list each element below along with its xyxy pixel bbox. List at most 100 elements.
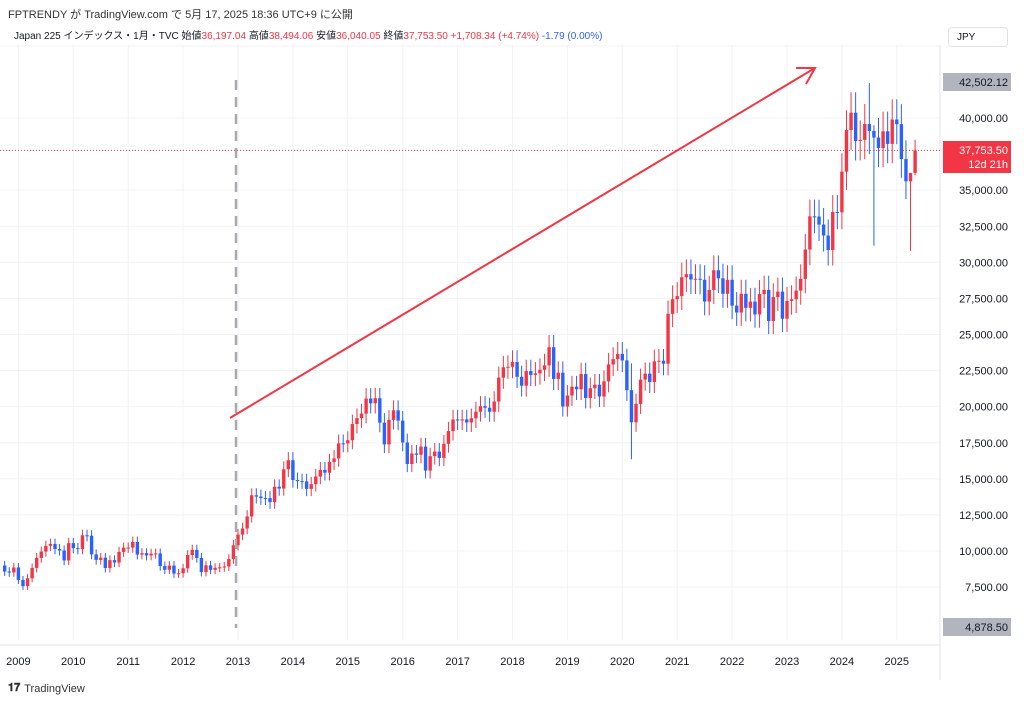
candle-body (89, 535, 94, 555)
candle-body (282, 469, 286, 489)
candle-body (53, 543, 57, 550)
candle-body (373, 398, 377, 404)
candle-body (314, 476, 318, 485)
candle-body (716, 270, 721, 279)
candle-body (638, 379, 643, 404)
candle-body (368, 398, 373, 404)
candle-body (634, 403, 638, 423)
x-tick-label: 2010 (61, 656, 85, 668)
candle-body (103, 557, 108, 568)
candle-body (121, 547, 126, 552)
candle-body (272, 486, 277, 503)
candle-body (707, 289, 711, 302)
y-tick-label: 25,000.00 (959, 330, 1008, 342)
y-tick-label: 22,500.00 (959, 366, 1008, 378)
candle-body (48, 543, 53, 546)
candle-body (240, 528, 245, 535)
candle-body (355, 418, 359, 425)
candle-body (606, 364, 611, 382)
candle-body (584, 374, 588, 398)
candle-body (478, 406, 483, 412)
x-tick-label: 2019 (555, 656, 579, 668)
candle-body (579, 374, 583, 390)
candle-body (199, 557, 204, 573)
candle-body (780, 291, 785, 319)
candle-body (771, 297, 775, 321)
candle-body (433, 451, 437, 457)
candle-body (204, 565, 208, 573)
candle-body (803, 249, 807, 279)
currency-button[interactable]: JPY (948, 27, 1008, 47)
candle-body (840, 171, 844, 213)
candle-body (725, 279, 730, 294)
footer: 𝟏𝟕 TradingView (8, 682, 85, 695)
candle-body (16, 567, 21, 580)
candle-body (378, 398, 382, 423)
candle-body (185, 554, 190, 569)
candle-body (684, 274, 689, 278)
candle-body (757, 294, 762, 315)
candle-body (812, 216, 817, 218)
candle-body (428, 456, 432, 471)
candle-body (455, 419, 460, 421)
x-tick-label: 2009 (6, 656, 30, 668)
last-price-tag (943, 141, 1011, 173)
candle-body (405, 442, 409, 465)
candle-body (158, 553, 162, 567)
y-tick-label: 30,000.00 (959, 257, 1008, 269)
price-chart[interactable]: 7,500.00 10,000.00 12,500.00 15,000.00 17,50… (0, 0, 1024, 680)
candle-body (213, 567, 217, 570)
candle-body (661, 360, 666, 364)
symbol-legend: Japan 225 インデックス・1月・TVC 始値36,197.04 高値38… (14, 27, 602, 42)
candle-body (57, 549, 62, 551)
candle-body (295, 480, 300, 482)
candle-body (341, 443, 345, 445)
tradingview-logo-icon: 𝟏𝟕 (8, 682, 21, 694)
candle-body (35, 557, 39, 568)
candle-body (144, 553, 149, 556)
candle-body (689, 274, 693, 280)
candle-body (547, 347, 551, 366)
publish-info: FPTRENDY が TradingView.com で 5月 17, 2025… (8, 9, 353, 21)
candle-body (254, 495, 258, 497)
candle-body (250, 495, 254, 517)
high-price-tag (943, 73, 1011, 91)
candle-body (259, 496, 263, 498)
candle-body (730, 279, 734, 306)
x-tick-label: 2025 (885, 656, 909, 668)
candle-body (245, 516, 249, 529)
candle-body (181, 568, 185, 574)
candle-body (190, 549, 194, 555)
candle-body (620, 353, 624, 361)
candle-body (309, 484, 313, 489)
candle-body (515, 361, 519, 377)
candle-body (126, 547, 130, 549)
candle-body (611, 359, 615, 365)
candle-body (410, 453, 414, 465)
candle-body (616, 353, 620, 360)
x-tick-label: 2017 (445, 656, 469, 668)
candle-body (387, 419, 391, 445)
symbol-name[interactable]: Japan 225 インデックス・1月・TVC (14, 31, 179, 42)
candle-body (821, 224, 826, 236)
candle-body (593, 384, 597, 389)
x-tick-label: 2024 (830, 656, 854, 668)
candle-body (346, 440, 350, 444)
candle-body (767, 289, 771, 321)
candle-body (785, 300, 789, 319)
candle-body (112, 560, 117, 563)
candle-body (721, 278, 725, 294)
candle-body (698, 278, 702, 280)
x-tick-label: 2023 (775, 656, 799, 668)
candle-body (680, 277, 684, 297)
candle-body (414, 453, 419, 455)
open-label: 始値 (181, 31, 202, 42)
candle-body (776, 291, 780, 298)
candle-body (744, 293, 748, 308)
candle-body (570, 386, 574, 396)
candle-body (382, 422, 387, 445)
candle-body (336, 443, 341, 459)
candle-body (131, 541, 135, 548)
candle-body (25, 578, 30, 587)
high-value: 38,494.06 (268, 31, 314, 42)
